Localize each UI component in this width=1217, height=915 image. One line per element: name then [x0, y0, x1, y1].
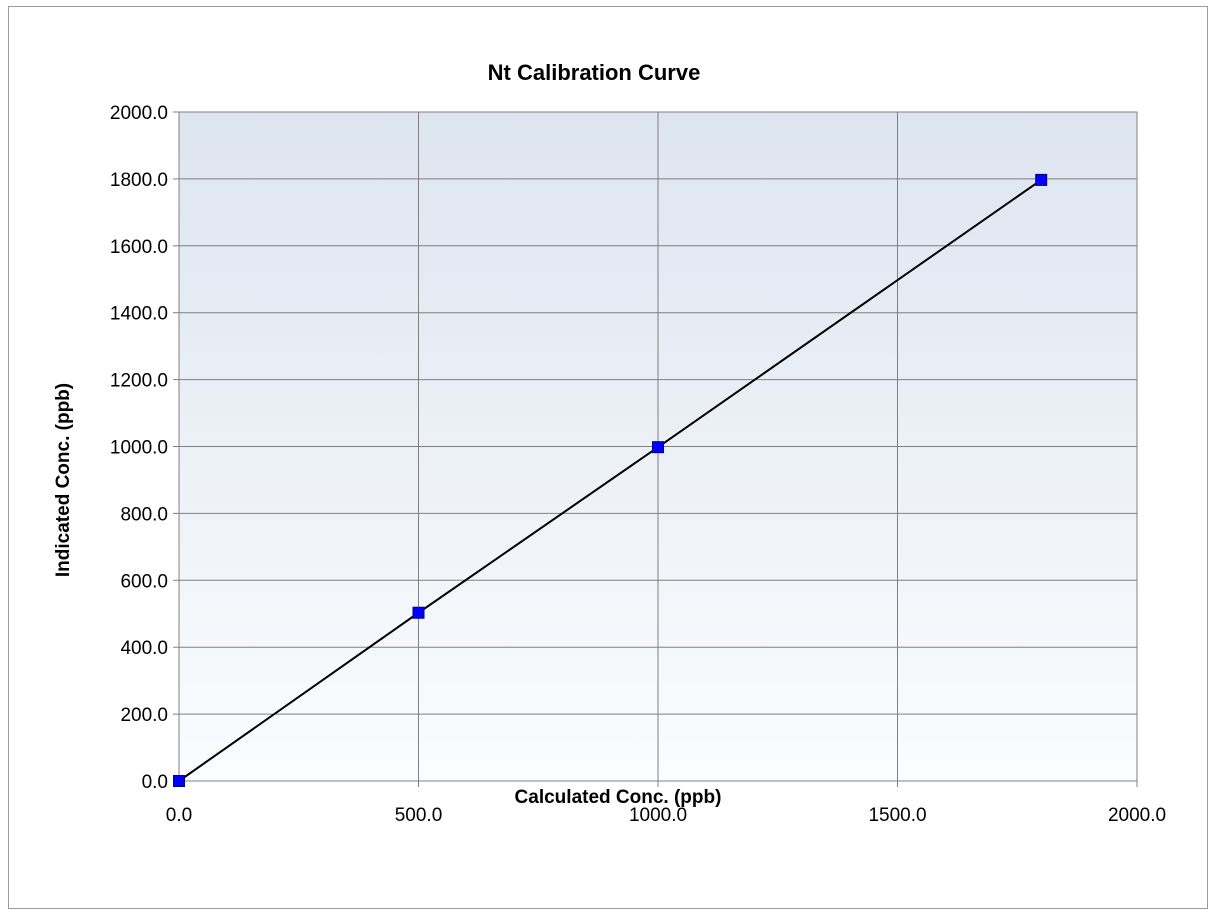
y-tick-label: 1800.0 [110, 170, 168, 191]
y-tick-label: 600.0 [120, 571, 168, 592]
x-tick-label: 2000.0 [1108, 805, 1166, 826]
x-tick-label: 500.0 [395, 805, 443, 826]
x-axis-label: Calculated Conc. (ppb) [515, 787, 722, 808]
y-tick-label: 200.0 [120, 705, 168, 726]
y-tick-label: 800.0 [120, 504, 168, 525]
data-series [173, 173, 1048, 787]
y-tick-label: 0.0 [142, 772, 168, 793]
y-tick-labels: 0.0 200.0 400.0 600.0 800.0 1000.0 1200.0 1400.… [110, 103, 179, 793]
data-point [173, 775, 185, 787]
data-point [412, 606, 425, 619]
y-tick-label: 2000.0 [110, 103, 168, 124]
x-tick-label: 1000.0 [629, 805, 687, 826]
y-tick-label: 400.0 [120, 638, 168, 659]
y-tick-label: 1400.0 [110, 304, 168, 325]
y-tick-label: 1600.0 [110, 237, 168, 258]
data-point [652, 441, 664, 454]
x-tick-label: 0.0 [166, 805, 192, 826]
x-tick-labels: 0.0 500.0 1000.0 1500.0 2000.0 [166, 781, 1166, 826]
chart-title: Nt Calibration Curve [488, 60, 701, 85]
x-tick-label: 1500.0 [868, 805, 926, 826]
data-point [1035, 173, 1048, 186]
y-axis-label: Indicated Conc. (ppb) [53, 383, 74, 577]
series-line [178, 179, 1042, 782]
y-tick-label: 1000.0 [110, 438, 168, 459]
y-tick-label: 1200.0 [110, 371, 168, 392]
